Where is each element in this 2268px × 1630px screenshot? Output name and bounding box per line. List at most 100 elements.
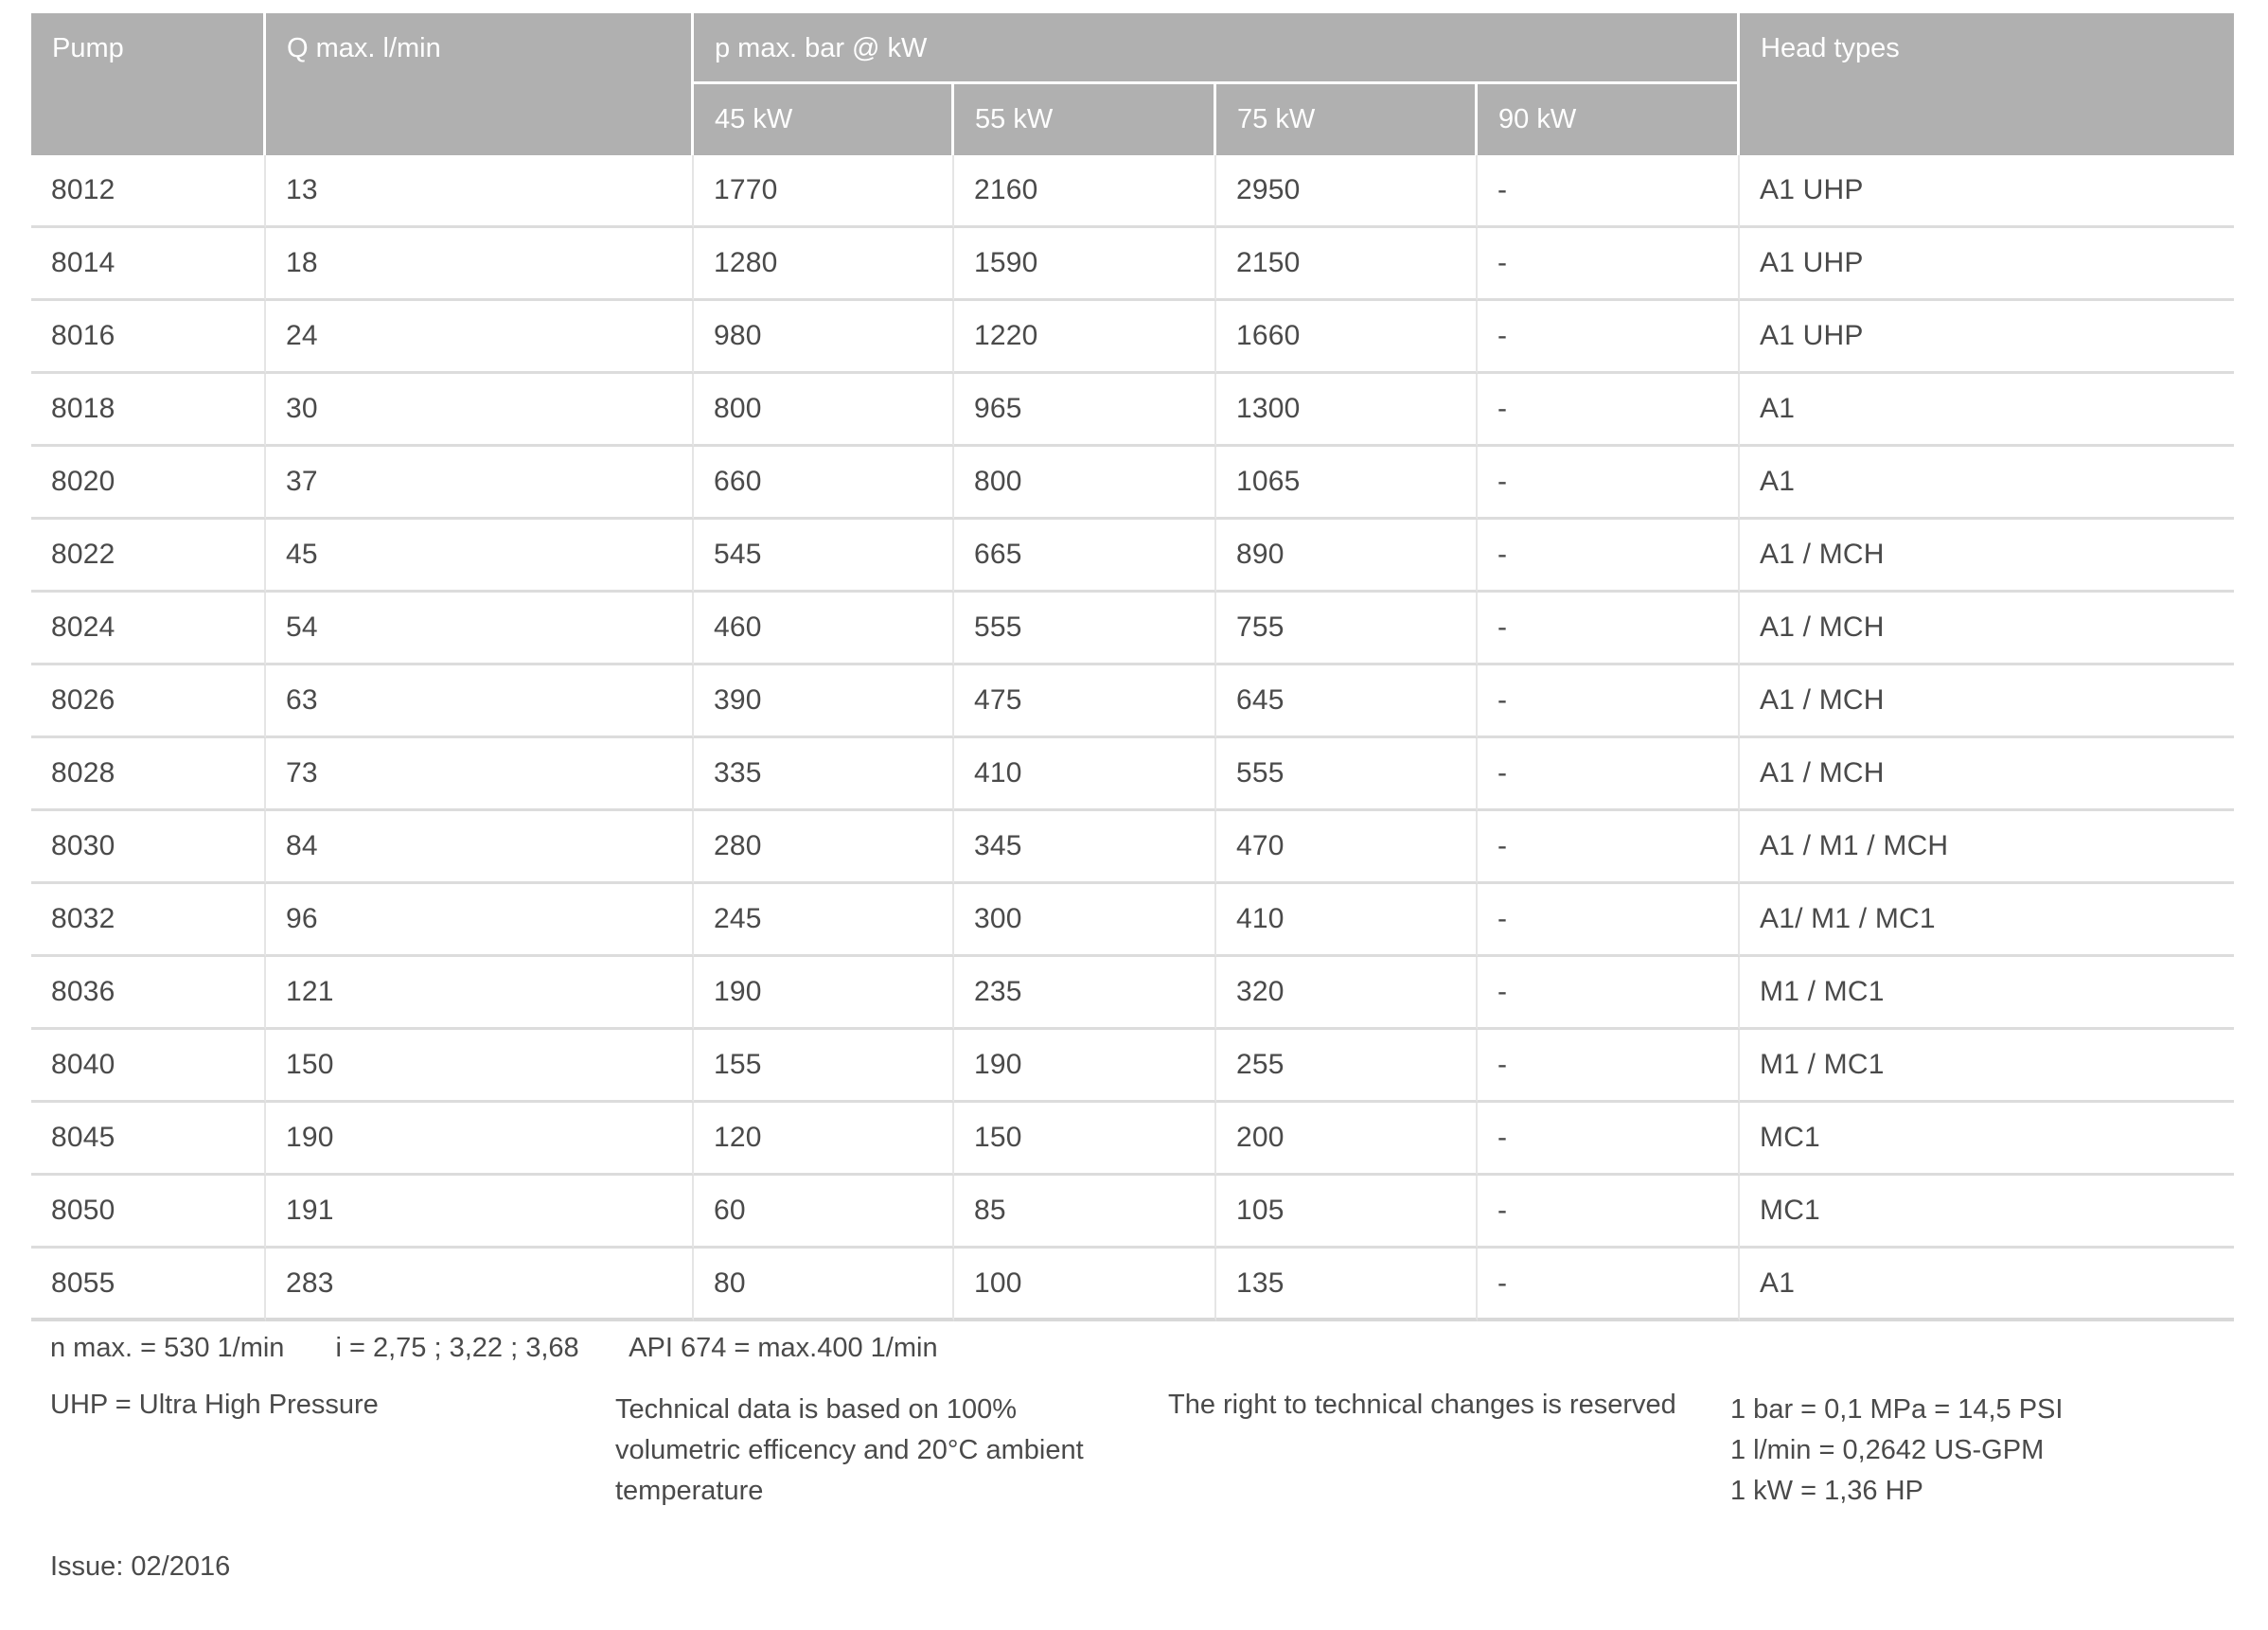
pump-cell: 8012 — [31, 155, 266, 228]
head-types-cell: A1 UHP — [1740, 301, 2234, 374]
pump-cell: 8020 — [31, 447, 266, 520]
q-max-cell: 283 — [266, 1249, 694, 1321]
pump-cell: 8045 — [31, 1103, 266, 1176]
p55-cell: 555 — [954, 593, 1216, 665]
table-row: 8012 13 1770 2160 2950- A1 UHP — [31, 155, 2234, 228]
q-max-cell: 30 — [266, 374, 694, 447]
header-row-top: Pump Q max. l/min p max. bar @ kW Head t… — [31, 13, 2234, 155]
rights-note: The right to technical changes is reserv… — [1168, 1390, 1676, 1420]
table-row: 8050 191 60 85 105- MC1 — [31, 1176, 2234, 1249]
p90-cell: - — [1478, 520, 1740, 593]
table-row: 8032 96 245 300 410- A1/ M1 / MC1 — [31, 884, 2234, 957]
head-types-cell: A1 / MCH — [1740, 593, 2234, 665]
p75-cell: 890 — [1216, 520, 1478, 593]
p55-cell: 475 — [954, 665, 1216, 738]
p45-cell: 335 — [694, 738, 954, 811]
head-types-cell: MC1 — [1740, 1176, 2234, 1249]
p55-cell: 1590 — [954, 228, 1216, 301]
q-max-cell: 54 — [266, 593, 694, 665]
p75-cell: 1065 — [1216, 447, 1478, 520]
p75-cell: 255 — [1216, 1030, 1478, 1103]
head-types-cell: A1 — [1740, 447, 2234, 520]
head-types-cell: A1 UHP — [1740, 155, 2234, 228]
head-types-cell: A1 UHP — [1740, 228, 2234, 301]
p45-cell: 1280 — [694, 228, 954, 301]
q-max-cell: 84 — [266, 811, 694, 884]
header-row-kw: 45 kW 55 kW 75 kW 90 kW — [31, 84, 2234, 155]
p90-cell: - — [1478, 1176, 1740, 1249]
unit-conversions: 1 bar = 0,1 MPa = 14,5 PSI 1 l/min = 0,2… — [1730, 1390, 2063, 1512]
p75-cell: 200 — [1216, 1103, 1478, 1176]
q-max-cell: 96 — [266, 884, 694, 957]
table-row: 8036 121 190 235 320- M1 / MC1 — [31, 957, 2234, 1030]
p90-cell: - — [1478, 374, 1740, 447]
head-types-cell: A1/ M1 / MC1 — [1740, 884, 2234, 957]
spec-line: n max. = 530 1/min i = 2,75 ; 3,22 ; 3,6… — [50, 1333, 938, 1364]
head-types-cell: M1 / MC1 — [1740, 1030, 2234, 1103]
head-types-cell: A1 / M1 / MCH — [1740, 811, 2234, 884]
pump-cell: 8030 — [31, 811, 266, 884]
technical-note-line: Technical data is based on 100% — [615, 1394, 1018, 1425]
kw-55-header-cell: 55 kW — [954, 84, 1216, 155]
p75-cell: 1300 — [1216, 374, 1478, 447]
p45-cell: 800 — [694, 374, 954, 447]
api-674-note: API 674 = max.400 1/min — [629, 1333, 938, 1363]
table-row: 8018 30 800 965 1300- A1 — [31, 374, 2234, 447]
p-max-group-header-cell: p max. bar @ kW — [694, 13, 1740, 84]
p75-cell: 470 — [1216, 811, 1478, 884]
p90-cell: - — [1478, 228, 1740, 301]
p45-cell: 460 — [694, 593, 954, 665]
p90-cell: - — [1478, 738, 1740, 811]
p90-cell: - — [1478, 447, 1740, 520]
p45-cell: 120 — [694, 1103, 954, 1176]
q-max-cell: 121 — [266, 957, 694, 1030]
pump-cell: 8055 — [31, 1249, 266, 1321]
head-types-cell: A1 / MCH — [1740, 738, 2234, 811]
p55-cell: 665 — [954, 520, 1216, 593]
bar-conversion: 1 bar = 0,1 MPa = 14,5 PSI — [1730, 1394, 2064, 1425]
issue-note: Issue: 02/2016 — [50, 1551, 231, 1582]
lmin-conversion: 1 l/min = 0,2642 US-GPM — [1730, 1435, 2045, 1465]
technical-note: Technical data is based on 100% volumetr… — [615, 1390, 1084, 1512]
p90-cell: - — [1478, 957, 1740, 1030]
q-max-header-cell: Q max. l/min — [266, 13, 694, 155]
pump-cell: 8028 — [31, 738, 266, 811]
p55-cell: 345 — [954, 811, 1216, 884]
pump-cell: 8036 — [31, 957, 266, 1030]
pump-cell: 8022 — [31, 520, 266, 593]
table-row: 8028 73 335 410 555- A1 / MCH — [31, 738, 2234, 811]
p75-cell: 105 — [1216, 1176, 1478, 1249]
q-max-cell: 63 — [266, 665, 694, 738]
pump-cell: 8024 — [31, 593, 266, 665]
pump-cell: 8026 — [31, 665, 266, 738]
p55-cell: 300 — [954, 884, 1216, 957]
p90-cell: - — [1478, 1249, 1740, 1321]
head-types-cell: M1 / MC1 — [1740, 957, 2234, 1030]
pump-header-cell: Pump — [31, 13, 266, 155]
p55-cell: 150 — [954, 1103, 1216, 1176]
p90-cell: - — [1478, 301, 1740, 374]
p45-cell: 1770 — [694, 155, 954, 228]
p55-cell: 1220 — [954, 301, 1216, 374]
pump-cell: 8032 — [31, 884, 266, 957]
footer-notes: n max. = 530 1/min i = 2,75 ; 3,22 ; 3,6… — [0, 1320, 2268, 1630]
kw-75-header-cell: 75 kW — [1216, 84, 1478, 155]
q-max-cell: 37 — [266, 447, 694, 520]
pump-cell: 8014 — [31, 228, 266, 301]
p90-cell: - — [1478, 665, 1740, 738]
pump-cell: 8050 — [31, 1176, 266, 1249]
p45-cell: 245 — [694, 884, 954, 957]
p90-cell: - — [1478, 811, 1740, 884]
kw-45-header-cell: 45 kW — [694, 84, 954, 155]
q-max-cell: 150 — [266, 1030, 694, 1103]
table-row: 8016 24 980 1220 1660- A1 UHP — [31, 301, 2234, 374]
uhp-note: UHP = Ultra High Pressure — [50, 1390, 379, 1420]
pump-cell: 8018 — [31, 374, 266, 447]
n-max-note: n max. = 530 1/min — [50, 1333, 285, 1363]
p45-cell: 80 — [694, 1249, 954, 1321]
p90-cell: - — [1478, 1030, 1740, 1103]
p90-cell: - — [1478, 155, 1740, 228]
p55-cell: 235 — [954, 957, 1216, 1030]
table-row: 8045 190 120 150 200- MC1 — [31, 1103, 2234, 1176]
